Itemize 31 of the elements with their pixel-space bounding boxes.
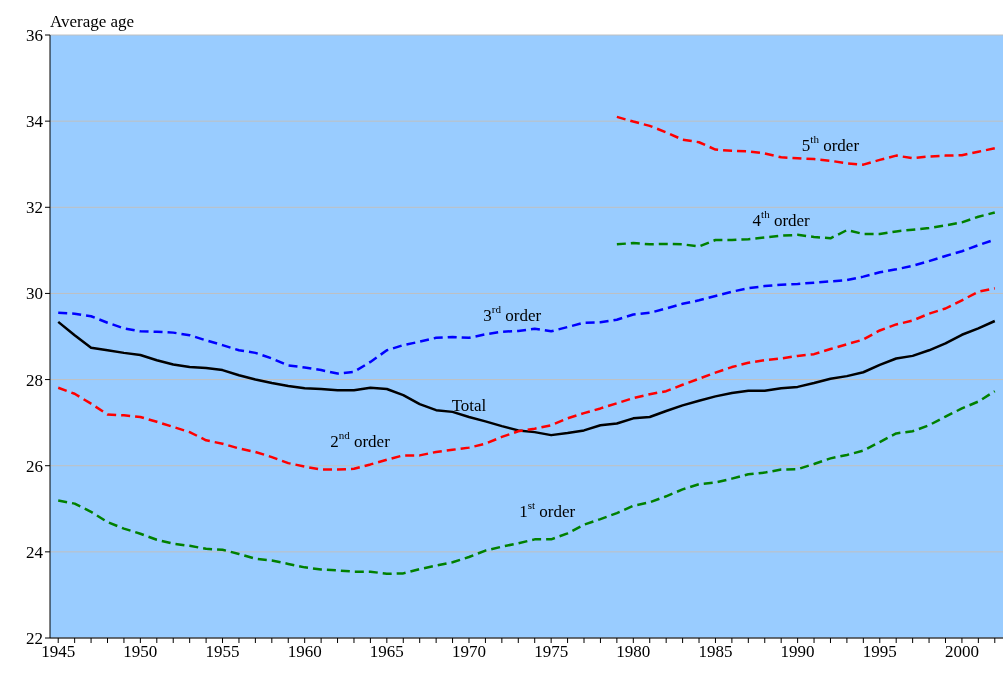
line-series: [615, 115, 997, 166]
y-tick-label: 28: [26, 370, 43, 390]
line-series: [56, 389, 997, 576]
y-tick-label: 34: [26, 112, 44, 132]
x-tick-label: 1950: [123, 642, 158, 662]
y-axis-title: Average age: [50, 12, 135, 32]
x-tick-label: 2000: [944, 642, 979, 662]
x-tick-label: 1990: [780, 642, 815, 662]
y-tick-label: 30: [26, 284, 43, 304]
x-tick-label: 1995: [862, 642, 897, 662]
x-tick-label: 1960: [287, 642, 322, 662]
series-label: 3$^{rd}$ order: [483, 302, 542, 325]
y-tick-label: 32: [26, 198, 43, 218]
x-tick-label: 1980: [616, 642, 651, 662]
series-label: 2$^{nd}$ order: [330, 428, 391, 451]
series-label: 1$^{st}$ order: [519, 499, 576, 521]
y-tick-label: 24: [26, 542, 44, 562]
y-tick-label: 22: [26, 629, 43, 649]
x-tick-label: 1965: [369, 642, 404, 662]
y-tick-label: 36: [26, 26, 43, 46]
series-label: Total: [451, 395, 487, 415]
x-tick-label: 1955: [205, 642, 240, 662]
series-label: 5$^{th}$ order: [801, 132, 860, 155]
line-series: [615, 211, 997, 248]
series-label: 4$^{th}$ order: [752, 207, 811, 230]
x-tick-label: 1970: [451, 642, 486, 662]
x-tick-label: 1985: [698, 642, 733, 662]
line-series: [56, 287, 997, 471]
x-tick-label: 1945: [41, 642, 76, 662]
y-tick-label: 26: [26, 456, 43, 476]
x-tick-label: 1975: [534, 642, 569, 662]
